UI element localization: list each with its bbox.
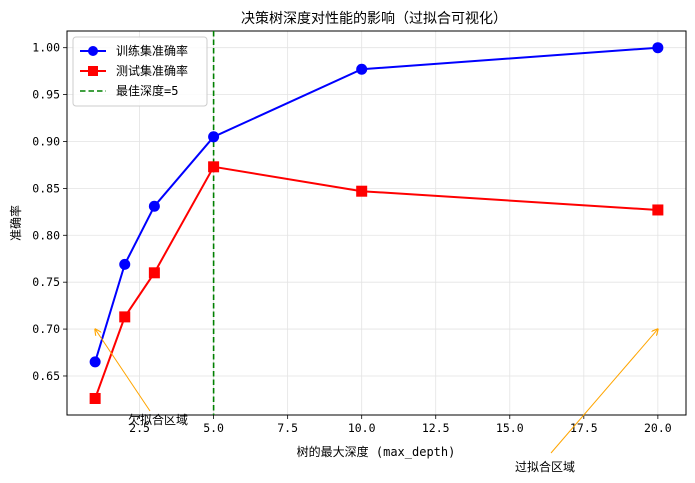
data-point	[208, 161, 220, 173]
legend-label-test: 测试集准确率	[116, 63, 188, 78]
legend-marker-test	[88, 66, 98, 76]
legend-label-best-depth: 最佳深度=5	[116, 83, 178, 98]
x-tick-label: 12.5	[422, 421, 450, 435]
series-line-0	[94, 46, 658, 363]
data-point	[89, 392, 101, 404]
y-tick-label: 0.65	[32, 369, 60, 383]
y-tick-label: 0.85	[32, 181, 60, 195]
y-tick-label: 0.80	[32, 228, 60, 242]
x-tick-label: 10.0	[348, 421, 376, 435]
x-tick-label: 2.5	[129, 421, 150, 435]
legend: 训练集准确率 测试集准确率 最佳深度=5	[72, 36, 208, 107]
y-tick-label: 0.75	[32, 275, 60, 289]
legend-marker-train	[88, 46, 98, 56]
y-tick-label: 0.70	[32, 322, 60, 336]
overfit-annotation: 过拟合区域	[515, 459, 575, 474]
data-point	[119, 311, 131, 323]
y-axis: 0.65 0.70 0.75 0.80 0.85 0.90 0.95 1.00	[32, 41, 67, 383]
annotations: 欠拟合区域 过拟合区域	[95, 329, 658, 474]
data-point	[148, 267, 160, 279]
series-line-1	[94, 165, 658, 399]
underfit-annotation: 欠拟合区域	[128, 412, 188, 427]
y-tick-label: 0.90	[32, 134, 60, 148]
x-tick-label: 20.0	[644, 421, 672, 435]
underfit-arrow	[95, 329, 151, 412]
data-point	[356, 63, 368, 75]
chart-title: 决策树深度对性能的影响（过拟合可视化）	[241, 10, 507, 27]
plot-area	[66, 30, 687, 416]
data-point	[356, 185, 368, 197]
y-axis-label: 准确率	[8, 205, 23, 241]
y-tick-label: 1.00	[32, 41, 60, 55]
x-tick-label: 5.0	[203, 421, 224, 435]
x-axis: 2.5 5.0 7.5 10.0 12.5 15.0 17.5 20.0	[129, 415, 672, 435]
x-tick-label: 17.5	[570, 421, 598, 435]
x-tick-label: 15.0	[496, 421, 524, 435]
legend-label-train: 训练集准确率	[116, 43, 188, 58]
x-axis-label: 树的最大深度 (max_depth)	[297, 444, 456, 459]
y-tick-label: 0.95	[32, 88, 60, 102]
data-point	[148, 200, 160, 212]
legend-frame	[72, 36, 208, 107]
overfit-arrow	[550, 329, 658, 454]
x-tick-label: 7.5	[277, 421, 298, 435]
series-layer	[89, 42, 664, 404]
data-point	[119, 258, 131, 270]
grid	[67, 31, 686, 415]
data-point	[652, 204, 664, 216]
data-point	[208, 131, 220, 143]
data-point	[652, 42, 664, 54]
data-point	[89, 356, 101, 368]
